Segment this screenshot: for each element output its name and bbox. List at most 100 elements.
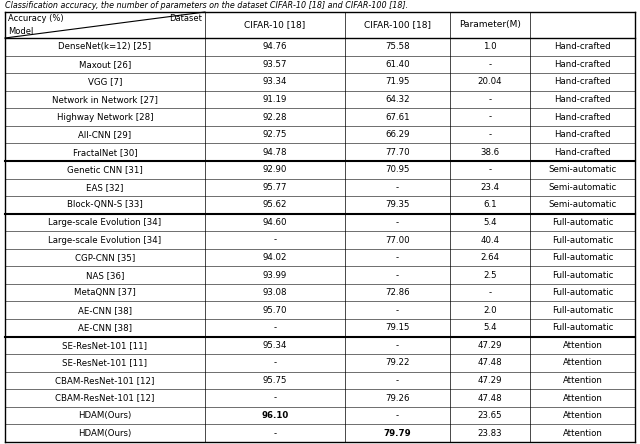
Text: Large-scale Evolution [34]: Large-scale Evolution [34]: [49, 235, 161, 245]
Text: Dataset: Dataset: [169, 14, 202, 23]
Text: 47.48: 47.48: [477, 393, 502, 403]
Text: AE-CNN [38]: AE-CNN [38]: [78, 306, 132, 315]
Text: 6.1: 6.1: [483, 200, 497, 210]
Text: 96.10: 96.10: [261, 411, 289, 420]
Text: -: -: [488, 130, 492, 139]
Text: -: -: [488, 112, 492, 122]
Text: 79.35: 79.35: [385, 200, 410, 210]
Text: Classification accuracy, the number of parameters on the dataset CIFAR-10 [18] a: Classification accuracy, the number of p…: [5, 1, 408, 10]
Text: 23.83: 23.83: [477, 429, 502, 438]
Text: SE-ResNet-101 [11]: SE-ResNet-101 [11]: [63, 358, 147, 368]
Text: -: -: [488, 60, 492, 69]
Text: 94.78: 94.78: [263, 148, 287, 157]
Text: EAS [32]: EAS [32]: [86, 183, 124, 192]
Text: -: -: [396, 183, 399, 192]
Text: -: -: [488, 165, 492, 174]
Text: CGP-CNN [35]: CGP-CNN [35]: [75, 253, 135, 262]
Text: Semi-automatic: Semi-automatic: [548, 200, 616, 210]
Text: CBAM-ResNet-101 [12]: CBAM-ResNet-101 [12]: [55, 393, 155, 403]
Text: All-CNN [29]: All-CNN [29]: [79, 130, 132, 139]
Text: Large-scale Evolution [34]: Large-scale Evolution [34]: [49, 218, 161, 227]
Text: -: -: [273, 429, 276, 438]
Text: Full-automatic: Full-automatic: [552, 235, 613, 245]
Text: 1.0: 1.0: [483, 42, 497, 52]
Text: -: -: [488, 95, 492, 104]
Text: -: -: [396, 411, 399, 420]
Text: Accuracy (%): Accuracy (%): [8, 14, 63, 23]
Text: Semi-automatic: Semi-automatic: [548, 183, 616, 192]
Text: AE-CNN [38]: AE-CNN [38]: [78, 323, 132, 332]
Text: -: -: [396, 218, 399, 227]
Text: 40.4: 40.4: [481, 235, 500, 245]
Text: FractalNet [30]: FractalNet [30]: [73, 148, 138, 157]
Text: Block-QNN-S [33]: Block-QNN-S [33]: [67, 200, 143, 210]
Text: 93.34: 93.34: [263, 77, 287, 87]
Text: Maxout [26]: Maxout [26]: [79, 60, 131, 69]
Text: Hand-crafted: Hand-crafted: [554, 112, 611, 122]
Text: 64.32: 64.32: [385, 95, 410, 104]
Text: 23.4: 23.4: [481, 183, 500, 192]
Text: -: -: [396, 253, 399, 262]
Text: HDAM(Ours): HDAM(Ours): [78, 429, 132, 438]
Text: 71.95: 71.95: [385, 77, 410, 87]
Text: 93.99: 93.99: [263, 271, 287, 280]
Text: Hand-crafted: Hand-crafted: [554, 60, 611, 69]
Text: -: -: [273, 393, 276, 403]
Text: Hand-crafted: Hand-crafted: [554, 42, 611, 52]
Text: Attention: Attention: [563, 429, 602, 438]
Text: 92.90: 92.90: [263, 165, 287, 174]
Text: VGG [7]: VGG [7]: [88, 77, 122, 87]
Text: 95.34: 95.34: [263, 341, 287, 350]
Text: Attention: Attention: [563, 358, 602, 368]
Text: Attention: Attention: [563, 393, 602, 403]
Text: 23.65: 23.65: [477, 411, 502, 420]
Text: Highway Network [28]: Highway Network [28]: [57, 112, 153, 122]
Text: Full-automatic: Full-automatic: [552, 323, 613, 332]
Text: 93.57: 93.57: [263, 60, 287, 69]
Text: -: -: [396, 376, 399, 385]
Text: Full-automatic: Full-automatic: [552, 271, 613, 280]
Text: 92.28: 92.28: [263, 112, 287, 122]
Text: -: -: [273, 235, 276, 245]
Text: 2.64: 2.64: [481, 253, 500, 262]
Text: 75.58: 75.58: [385, 42, 410, 52]
Text: Genetic CNN [31]: Genetic CNN [31]: [67, 165, 143, 174]
Text: 79.15: 79.15: [385, 323, 410, 332]
Text: Full-automatic: Full-automatic: [552, 306, 613, 315]
Text: 38.6: 38.6: [481, 148, 500, 157]
Text: Model: Model: [8, 27, 33, 36]
Text: HDAM(Ours): HDAM(Ours): [78, 411, 132, 420]
Text: Hand-crafted: Hand-crafted: [554, 77, 611, 87]
Text: CIFAR-100 [18]: CIFAR-100 [18]: [364, 20, 431, 29]
Text: 79.79: 79.79: [384, 429, 412, 438]
Text: SE-ResNet-101 [11]: SE-ResNet-101 [11]: [63, 341, 147, 350]
Text: 93.08: 93.08: [263, 288, 287, 297]
Text: 47.29: 47.29: [477, 341, 502, 350]
Text: Attention: Attention: [563, 341, 602, 350]
Text: 77.70: 77.70: [385, 148, 410, 157]
Text: 95.62: 95.62: [263, 200, 287, 210]
Text: Hand-crafted: Hand-crafted: [554, 95, 611, 104]
Text: 79.26: 79.26: [385, 393, 410, 403]
Text: CBAM-ResNet-101 [12]: CBAM-ResNet-101 [12]: [55, 376, 155, 385]
Text: Hand-crafted: Hand-crafted: [554, 130, 611, 139]
Text: Attention: Attention: [563, 411, 602, 420]
Text: -: -: [396, 271, 399, 280]
Text: 67.61: 67.61: [385, 112, 410, 122]
Text: CIFAR-10 [18]: CIFAR-10 [18]: [244, 20, 306, 29]
Text: 20.04: 20.04: [477, 77, 502, 87]
Text: Hand-crafted: Hand-crafted: [554, 148, 611, 157]
Text: 94.76: 94.76: [263, 42, 287, 52]
Text: 47.48: 47.48: [477, 358, 502, 368]
Text: 94.60: 94.60: [263, 218, 287, 227]
Text: DenseNet(k=12) [25]: DenseNet(k=12) [25]: [58, 42, 152, 52]
Text: 91.19: 91.19: [263, 95, 287, 104]
Text: 95.70: 95.70: [263, 306, 287, 315]
Text: 66.29: 66.29: [385, 130, 410, 139]
Text: Semi-automatic: Semi-automatic: [548, 165, 616, 174]
Text: 77.00: 77.00: [385, 235, 410, 245]
Text: Full-automatic: Full-automatic: [552, 288, 613, 297]
Text: -: -: [396, 306, 399, 315]
Text: 5.4: 5.4: [483, 323, 497, 332]
Text: Parameter(M): Parameter(M): [459, 20, 521, 29]
